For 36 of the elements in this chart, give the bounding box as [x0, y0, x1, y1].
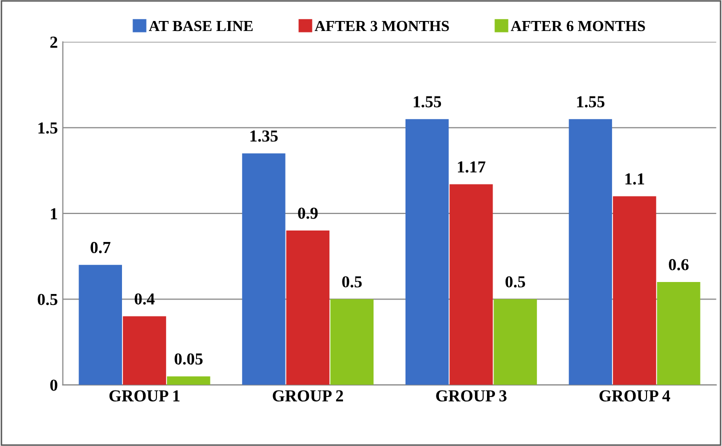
data-label: 0.7	[90, 242, 110, 254]
data-label: 0.9	[298, 208, 318, 219]
bar	[78, 264, 122, 385]
bar	[494, 299, 537, 385]
data-label: 0.5	[342, 276, 362, 288]
bar	[242, 153, 286, 385]
legend-label: AFTER 6 MONTHS	[510, 20, 645, 32]
x-tick-label: GROUP 3	[436, 390, 507, 402]
bar	[568, 119, 612, 385]
bar	[450, 184, 493, 385]
x-tick-label: GROUP 4	[599, 390, 670, 402]
data-label: 1.55	[414, 96, 442, 108]
y-tick-label: 0	[50, 380, 58, 391]
data-label: 0.5	[506, 276, 526, 288]
bar	[286, 230, 330, 385]
bar	[657, 282, 700, 385]
data-label: 0.05	[174, 353, 203, 365]
data-label: 1.1	[625, 173, 644, 185]
data-label: 1.17	[458, 161, 486, 173]
bar	[330, 299, 374, 385]
y-tick-label: 0.5	[38, 294, 58, 306]
y-tick-label: 1	[50, 208, 58, 220]
legend-label: AT BASE LINE	[148, 20, 253, 32]
x-tick-label: GROUP 2	[272, 390, 344, 402]
y-tick-label: 1.5	[38, 122, 58, 134]
data-label: 0.4	[134, 293, 155, 305]
y-tick-label: 2	[50, 36, 58, 48]
data-label: 1.55	[577, 96, 604, 108]
bar	[405, 119, 449, 385]
bar	[122, 316, 166, 385]
bar	[612, 196, 656, 385]
x-tick-label: GROUP 1	[109, 390, 180, 402]
data-label: 1.35	[250, 130, 278, 142]
bar	[166, 376, 210, 385]
legend-label: AFTER 3 MONTHS	[314, 20, 449, 32]
data-label: 0.6	[668, 259, 689, 270]
